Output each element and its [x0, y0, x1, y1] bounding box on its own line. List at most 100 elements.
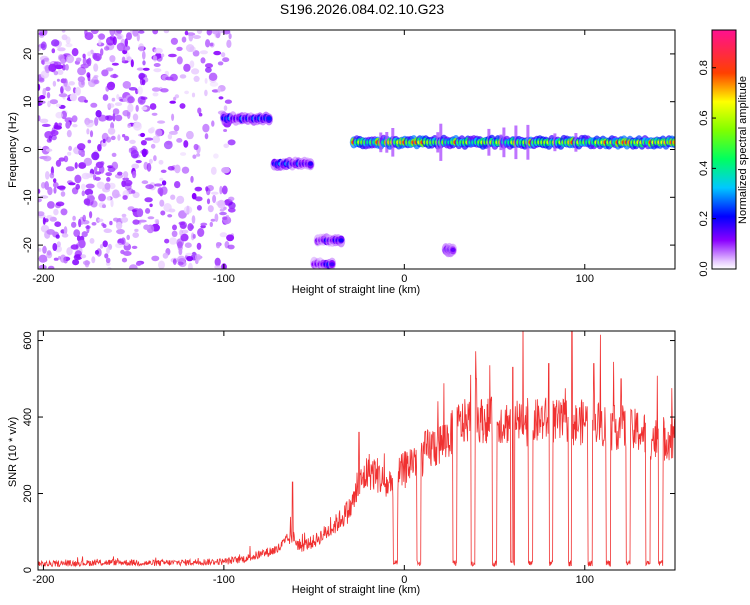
heatmap-cell	[106, 196, 111, 201]
heatmap-cell	[87, 51, 92, 57]
heatmap-cell	[58, 122, 62, 127]
heatmap-cell	[195, 196, 203, 202]
heatmap-cell	[131, 209, 137, 213]
heatmap-cell	[172, 224, 177, 231]
colorbar-gradient	[712, 30, 736, 269]
heatmap-cell	[144, 197, 153, 203]
heatmap-cell	[115, 221, 123, 230]
heatmap-cell	[49, 99, 59, 105]
heatmap-cell	[183, 140, 189, 148]
heatmap-cell	[127, 96, 135, 104]
heatmap-cell	[71, 115, 78, 123]
heatmap-cell	[154, 183, 163, 187]
heatmap-cell	[87, 139, 92, 144]
heatmap-cell	[124, 135, 130, 141]
heatmap-cell	[65, 121, 71, 129]
heatmap-cell	[52, 243, 58, 251]
heatmap-cell	[38, 264, 47, 269]
heatmap-cell	[450, 247, 456, 252]
heatmap-cell	[186, 256, 194, 262]
heatmap-cell	[174, 94, 180, 99]
heatmap-cell	[222, 57, 230, 63]
heatmap-cell	[183, 205, 193, 214]
heatmap-cell	[199, 50, 208, 55]
heatmap-cell	[122, 81, 131, 89]
heatmap-cell	[197, 107, 202, 114]
heatmap-cell	[45, 86, 51, 92]
heatmap-cell	[138, 72, 146, 80]
heatmap-cell	[138, 30, 145, 34]
heatmap-cell	[157, 120, 166, 124]
heatmap-cell	[105, 172, 112, 177]
heatmap-cell	[121, 257, 128, 263]
heatmap-cell	[95, 161, 104, 169]
heatmap-cell	[51, 48, 56, 54]
heatmap-cell	[139, 100, 143, 104]
heatmap-cell	[42, 245, 47, 254]
heatmap-cell	[211, 89, 220, 93]
heatmap-cell	[77, 143, 86, 151]
heatmap-cell	[106, 247, 110, 254]
heatmap-cell	[38, 83, 41, 91]
colorbar-tick-label: 0.4	[698, 161, 710, 176]
heatmap-cell	[132, 113, 139, 121]
heatmap-cell	[202, 123, 210, 133]
heatmap-cell	[83, 157, 93, 166]
heatmap-cell	[96, 181, 105, 189]
heatmap-cell	[132, 30, 139, 37]
heatmap-cell	[227, 244, 235, 250]
heatmap-cell	[38, 247, 42, 252]
heatmap-cell	[85, 183, 95, 189]
heatmap-cell	[38, 115, 41, 122]
heatmap-cell	[58, 93, 68, 98]
heatmap-cell	[93, 174, 97, 181]
heatmap-cell	[196, 205, 202, 211]
heatmap-cell	[104, 46, 110, 51]
chart-title: S196.2026.084.02.10.G23	[280, 1, 444, 17]
heatmap-cell	[65, 54, 75, 64]
heatmap-cell	[120, 237, 126, 245]
heatmap-cell	[228, 202, 236, 210]
heatmap-cell	[53, 178, 57, 184]
heatmap-cell	[158, 260, 165, 269]
colorbar-frame	[711, 29, 737, 270]
heatmap-cell	[141, 79, 146, 86]
heatmap-cell	[90, 30, 99, 35]
heatmap-cell	[142, 60, 146, 66]
heatmap-cell	[40, 182, 46, 189]
spectrogram-y-axis-label: Frequency (Hz)	[7, 112, 19, 188]
heatmap-cell	[80, 151, 85, 157]
heatmap-cell	[169, 100, 176, 104]
heatmap-cell	[162, 252, 169, 259]
heatmap-cell	[164, 238, 170, 244]
heatmap-cell	[204, 78, 208, 84]
heatmap-cell	[76, 57, 82, 63]
snr-x-ticks: -200 -100 0 100	[32, 331, 594, 586]
heatmap-cell	[46, 250, 52, 256]
heatmap-cell	[75, 183, 80, 190]
heatmap-cell	[73, 229, 81, 238]
heatmap-cell	[214, 257, 221, 267]
heatmap-cell	[223, 143, 229, 149]
heatmap-cell	[137, 219, 147, 223]
heatmap-cell	[140, 132, 146, 138]
heatmap-cell	[113, 217, 119, 222]
heatmap-cell	[86, 72, 91, 78]
heatmap-cell	[65, 166, 75, 172]
heatmap-cell	[40, 41, 47, 51]
heatmap-cell	[73, 254, 83, 261]
heatmap-cell	[71, 48, 79, 57]
heatmap-cell	[176, 195, 185, 204]
heatmap-cell	[122, 97, 127, 102]
heatmap-cell	[184, 30, 189, 36]
heatmap-cell	[146, 162, 152, 172]
heatmap-cell	[135, 261, 142, 266]
heatmap-cell	[179, 221, 187, 230]
heatmap-cell	[56, 78, 60, 82]
heatmap-cell	[217, 61, 224, 66]
colorbar-ticks: 0.0 0.2 0.4 0.6 0.8	[698, 60, 716, 277]
heatmap-cell	[99, 244, 104, 249]
heatmap-cell	[123, 171, 129, 179]
heatmap-cell	[338, 238, 344, 243]
